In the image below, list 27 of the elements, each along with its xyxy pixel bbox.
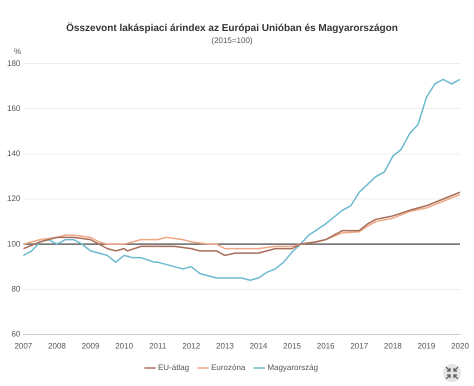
legend-label: Eurozóna bbox=[211, 363, 246, 372]
x-tick-label: 2010 bbox=[115, 341, 134, 350]
x-tick-label: 2008 bbox=[48, 341, 66, 350]
x-tick-label: 2014 bbox=[250, 341, 268, 350]
chart-subtitle: (2015=100) bbox=[211, 36, 253, 46]
y-axis-title: % bbox=[14, 46, 22, 56]
x-tick-label: 2011 bbox=[149, 341, 167, 350]
y-tick-label: 60 bbox=[11, 330, 21, 339]
y-tick-label: 160 bbox=[6, 104, 21, 113]
y-tick-label: 120 bbox=[6, 194, 21, 204]
x-tick-label: 2019 bbox=[418, 341, 436, 350]
x-tick-label: 2013 bbox=[216, 341, 234, 350]
x-tick-label: 2009 bbox=[82, 341, 100, 350]
y-tick-label: 80 bbox=[11, 284, 21, 294]
y-tick-label: 100 bbox=[6, 239, 21, 248]
chart-title: Összevont lakáspiaci árindex az Európai Unióban és Magyarországon bbox=[66, 22, 398, 34]
x-tick-label: 2017 bbox=[350, 341, 369, 350]
x-tick-label: 2020 bbox=[451, 341, 470, 350]
x-tick-label: 2018 bbox=[384, 341, 402, 350]
legend-label: Magyarország bbox=[267, 363, 318, 372]
y-tick-label: 180 bbox=[6, 58, 21, 68]
y-tick-label: 140 bbox=[6, 149, 21, 158]
x-tick-label: 2016 bbox=[316, 341, 336, 350]
x-tick-label: 2015 bbox=[283, 341, 302, 350]
x-tick-label: 2007 bbox=[14, 341, 33, 350]
legend-label: EU-átlag bbox=[158, 363, 190, 372]
x-tick-label: 2012 bbox=[182, 341, 201, 350]
